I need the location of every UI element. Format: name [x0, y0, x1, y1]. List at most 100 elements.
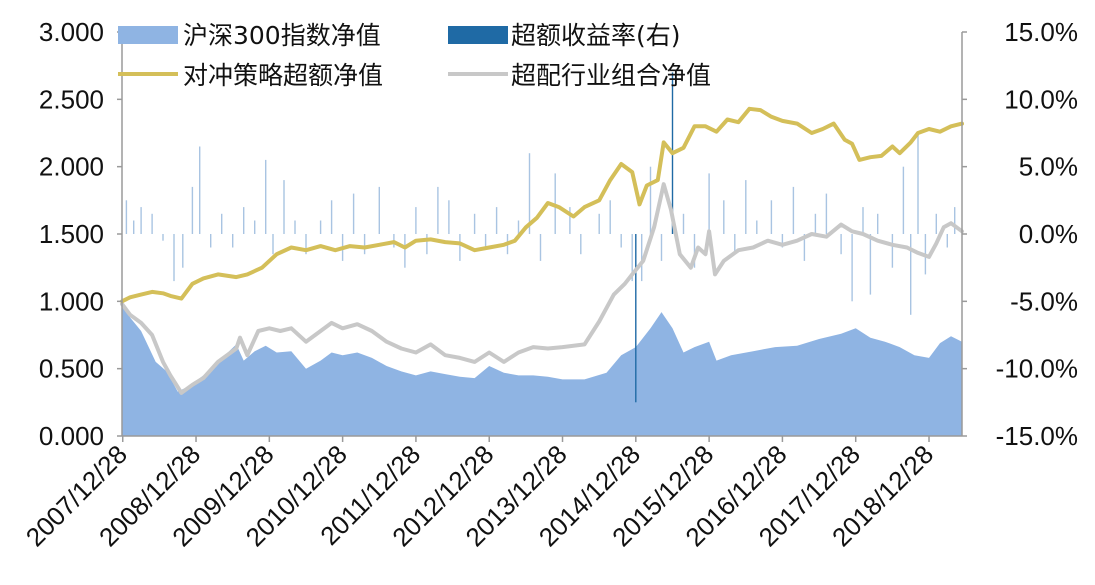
excess-return-bar	[792, 186, 795, 234]
right-tick-label: -5.0%	[1010, 286, 1078, 316]
excess-return-bar	[199, 146, 201, 234]
excess-return-bar	[459, 234, 461, 261]
hs300-area-series	[122, 301, 962, 436]
excess-return-bar	[173, 234, 175, 282]
excess-return-bar	[191, 186, 194, 234]
excess-return-bar	[745, 180, 747, 234]
excess-return-bar	[682, 213, 685, 234]
excess-return-bar	[539, 234, 542, 261]
excess-return-bar	[598, 213, 600, 234]
left-axis-ticks: 3.000 2.500 2.000 1.500 1.000 0.500 0.000	[39, 17, 122, 451]
left-tick-label: 0.000	[39, 421, 104, 451]
excess-return-bar	[902, 166, 905, 234]
legend-label: 沪深300指数净值	[183, 21, 381, 50]
left-tick-label: 2.000	[39, 152, 104, 182]
excess-return-bar	[151, 213, 153, 234]
excess-return-bar	[528, 153, 531, 234]
legend: 沪深300指数净值 超额收益率(右) 对冲策略超额净值 超配行业组合净值	[118, 21, 711, 90]
excess-return-bar	[363, 234, 366, 255]
excess-return-bar	[781, 234, 784, 248]
excess-return-bar	[609, 200, 611, 234]
excess-return-bar	[693, 234, 696, 268]
excess-return-bar	[232, 234, 234, 248]
excess-return-bar	[814, 213, 817, 234]
excess-return-bar	[319, 220, 322, 234]
excess-return-bar	[243, 207, 245, 234]
excess-return-bar	[272, 234, 274, 255]
excess-return-bar	[803, 234, 806, 261]
excess-return-bar	[569, 207, 571, 234]
hs300-area	[122, 301, 962, 436]
hedge-excess-line	[120, 106, 964, 304]
line-series	[120, 106, 964, 395]
legend-label: 超额收益率(右)	[511, 21, 681, 50]
excess-return-bar	[954, 207, 956, 234]
right-tick-label: 0.0%	[1019, 219, 1078, 249]
right-tick-label: 10.0%	[1004, 84, 1078, 114]
excess-return-bar	[182, 234, 184, 268]
excess-return-bar	[330, 200, 333, 234]
excess-return-bar	[378, 186, 380, 234]
left-tick-label: 0.500	[39, 354, 104, 384]
left-tick-label: 3.000	[39, 17, 104, 47]
excess-return-bar	[221, 213, 223, 234]
excess-return-bar	[635, 234, 637, 403]
left-tick-label: 1.000	[39, 286, 104, 316]
excess-return-bar	[580, 234, 582, 255]
excess-return-bar	[862, 207, 864, 234]
excess-return-bar	[473, 213, 476, 234]
excess-return-bar	[448, 200, 450, 234]
legend-label: 对冲策略超额净值	[183, 61, 383, 90]
excess-return-bar	[620, 234, 622, 248]
excess-return-bar	[404, 234, 406, 268]
excess-return-bar	[294, 220, 296, 234]
right-tick-label: -15.0%	[996, 421, 1078, 451]
excess-return-bar	[910, 234, 912, 315]
excess-return-bar	[352, 193, 355, 234]
excess-return-bar	[210, 234, 212, 248]
left-tick-label: 1.500	[39, 219, 104, 249]
excess-return-bar	[437, 186, 439, 234]
excess-return-bar	[140, 207, 142, 234]
excess-return-bar	[495, 207, 498, 234]
excess-return-bar	[851, 234, 853, 302]
excess-return-bar	[133, 220, 135, 234]
legend-swatch	[448, 26, 508, 44]
right-tick-label: -10.0%	[996, 354, 1078, 384]
excess-return-bar	[917, 133, 919, 234]
legend-label: 超配行业组合净值	[511, 61, 711, 90]
excess-return-bar	[254, 220, 256, 234]
excess-return-bar	[426, 234, 428, 255]
excess-return-bar	[723, 200, 725, 234]
right-tick-label: 5.0%	[1019, 152, 1078, 182]
excess-return-bar	[946, 234, 948, 248]
excess-return-bar	[125, 200, 128, 234]
excess-return-bar	[484, 234, 487, 248]
excess-return-bar	[162, 234, 164, 241]
right-tick-label: 15.0%	[1004, 17, 1078, 47]
legend-swatch	[118, 26, 178, 44]
excess-return-bar	[770, 200, 773, 234]
excess-return-bar	[891, 234, 894, 268]
excess-return-bar	[708, 173, 710, 234]
left-tick-label: 2.500	[39, 84, 104, 114]
excess-return-bar	[734, 234, 736, 255]
x-axis-ticks: 2007/12/282008/12/282009/12/282010/12/28…	[20, 436, 939, 552]
excess-return-bar	[305, 234, 307, 255]
excess-return-bar	[641, 234, 643, 282]
overweight-portfolio-line	[120, 182, 964, 395]
excess-return-bar	[869, 234, 872, 295]
excess-return-bar	[756, 220, 758, 234]
excess-return-bar	[840, 234, 842, 255]
right-axis-ticks: 15.0% 10.0% 5.0% 0.0% -5.0% -10.0% -15.0%	[962, 17, 1078, 451]
excess-return-bar	[415, 207, 417, 234]
excess-return-bar	[935, 213, 937, 234]
excess-return-bar	[631, 234, 633, 282]
excess-return-bar	[877, 213, 879, 234]
excess-return-bar	[660, 234, 663, 261]
excess-return-bar	[265, 159, 267, 234]
excess-return-bar	[517, 220, 520, 234]
excess-return-bar	[649, 166, 652, 234]
excess-return-bar	[283, 180, 285, 234]
